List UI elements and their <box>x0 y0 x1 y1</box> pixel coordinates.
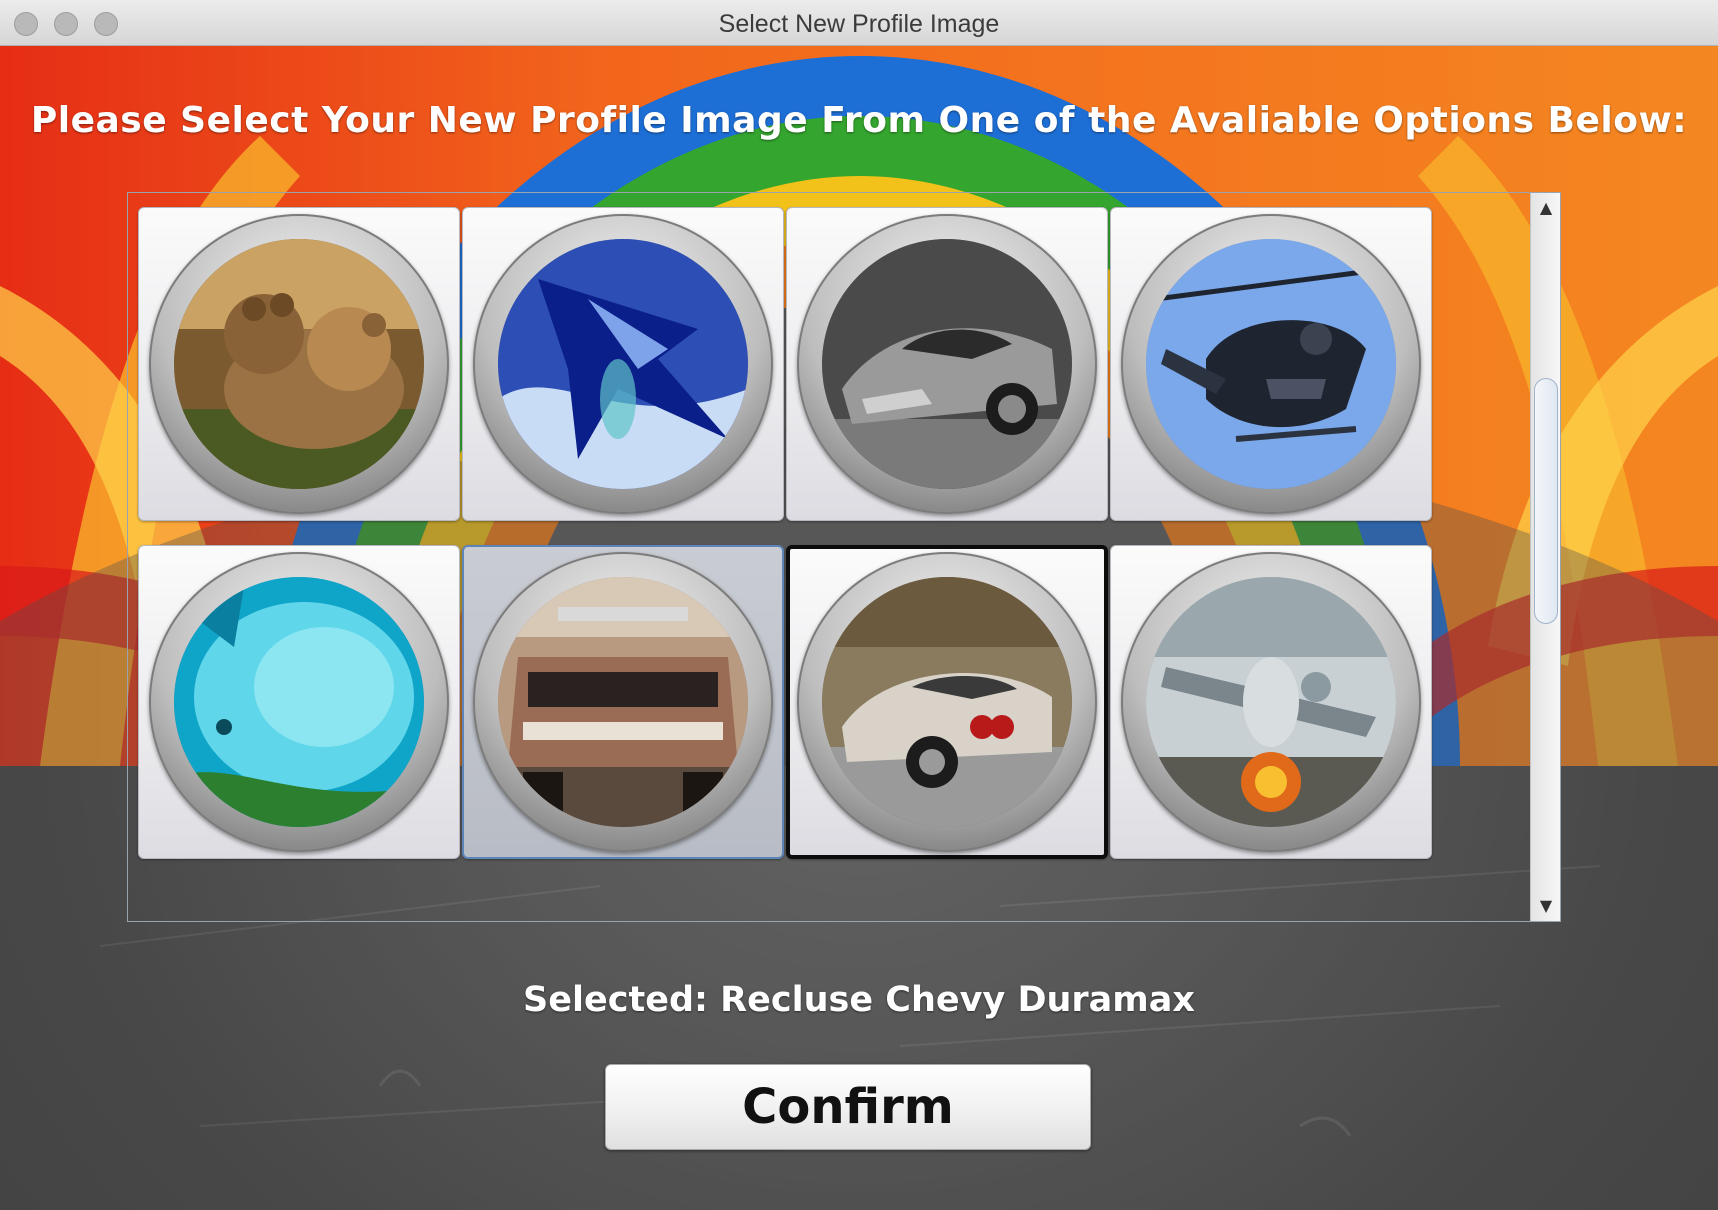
profile-option-fighter-jet[interactable] <box>462 207 784 521</box>
minimize-window-button[interactable] <box>54 12 78 36</box>
title-bar: Select New Profile Image <box>0 0 1718 46</box>
content-area: Please Select Your New Profile Image Fro… <box>0 46 1718 1210</box>
lion-cubs-photo-icon <box>174 239 424 489</box>
vertical-scrollbar[interactable]: ▲ ▼ <box>1530 193 1560 921</box>
supercar-photo-icon <box>822 577 1072 827</box>
scroll-up-icon[interactable]: ▲ <box>1539 198 1553 217</box>
image-options-scroll-pane[interactable]: ▲ ▼ <box>127 192 1561 922</box>
scroll-down-icon[interactable]: ▼ <box>1539 896 1553 915</box>
profile-option-truck[interactable] <box>462 545 784 859</box>
close-window-button[interactable] <box>14 12 38 36</box>
selected-image-label: Selected: Recluse Chevy Duramax <box>523 980 1195 1020</box>
fighter-jet-photo-icon <box>498 239 748 489</box>
confirm-button[interactable]: Confirm <box>605 1064 1091 1150</box>
instructions-heading: Please Select Your New Profile Image Fro… <box>30 100 1688 141</box>
scrollbar-thumb[interactable] <box>1534 378 1558 624</box>
truck-photo-icon <box>498 577 748 827</box>
zoom-window-button[interactable] <box>94 12 118 36</box>
profile-option-warplane[interactable] <box>1110 545 1432 859</box>
helicopter-photo-icon <box>1146 239 1396 489</box>
profile-option-sports-car[interactable] <box>786 207 1108 521</box>
window-title: Select New Profile Image <box>718 10 1000 38</box>
profile-option-helicopter[interactable] <box>1110 207 1432 521</box>
profile-option-fish[interactable] <box>138 545 460 859</box>
sports-car-photo-icon <box>822 239 1072 489</box>
profile-option-lion-cubs[interactable] <box>138 207 460 521</box>
profile-option-supercar[interactable] <box>786 545 1108 859</box>
image-options-grid <box>128 193 1530 921</box>
warplane-photo-icon <box>1146 577 1396 827</box>
fish-photo-icon <box>174 577 424 827</box>
